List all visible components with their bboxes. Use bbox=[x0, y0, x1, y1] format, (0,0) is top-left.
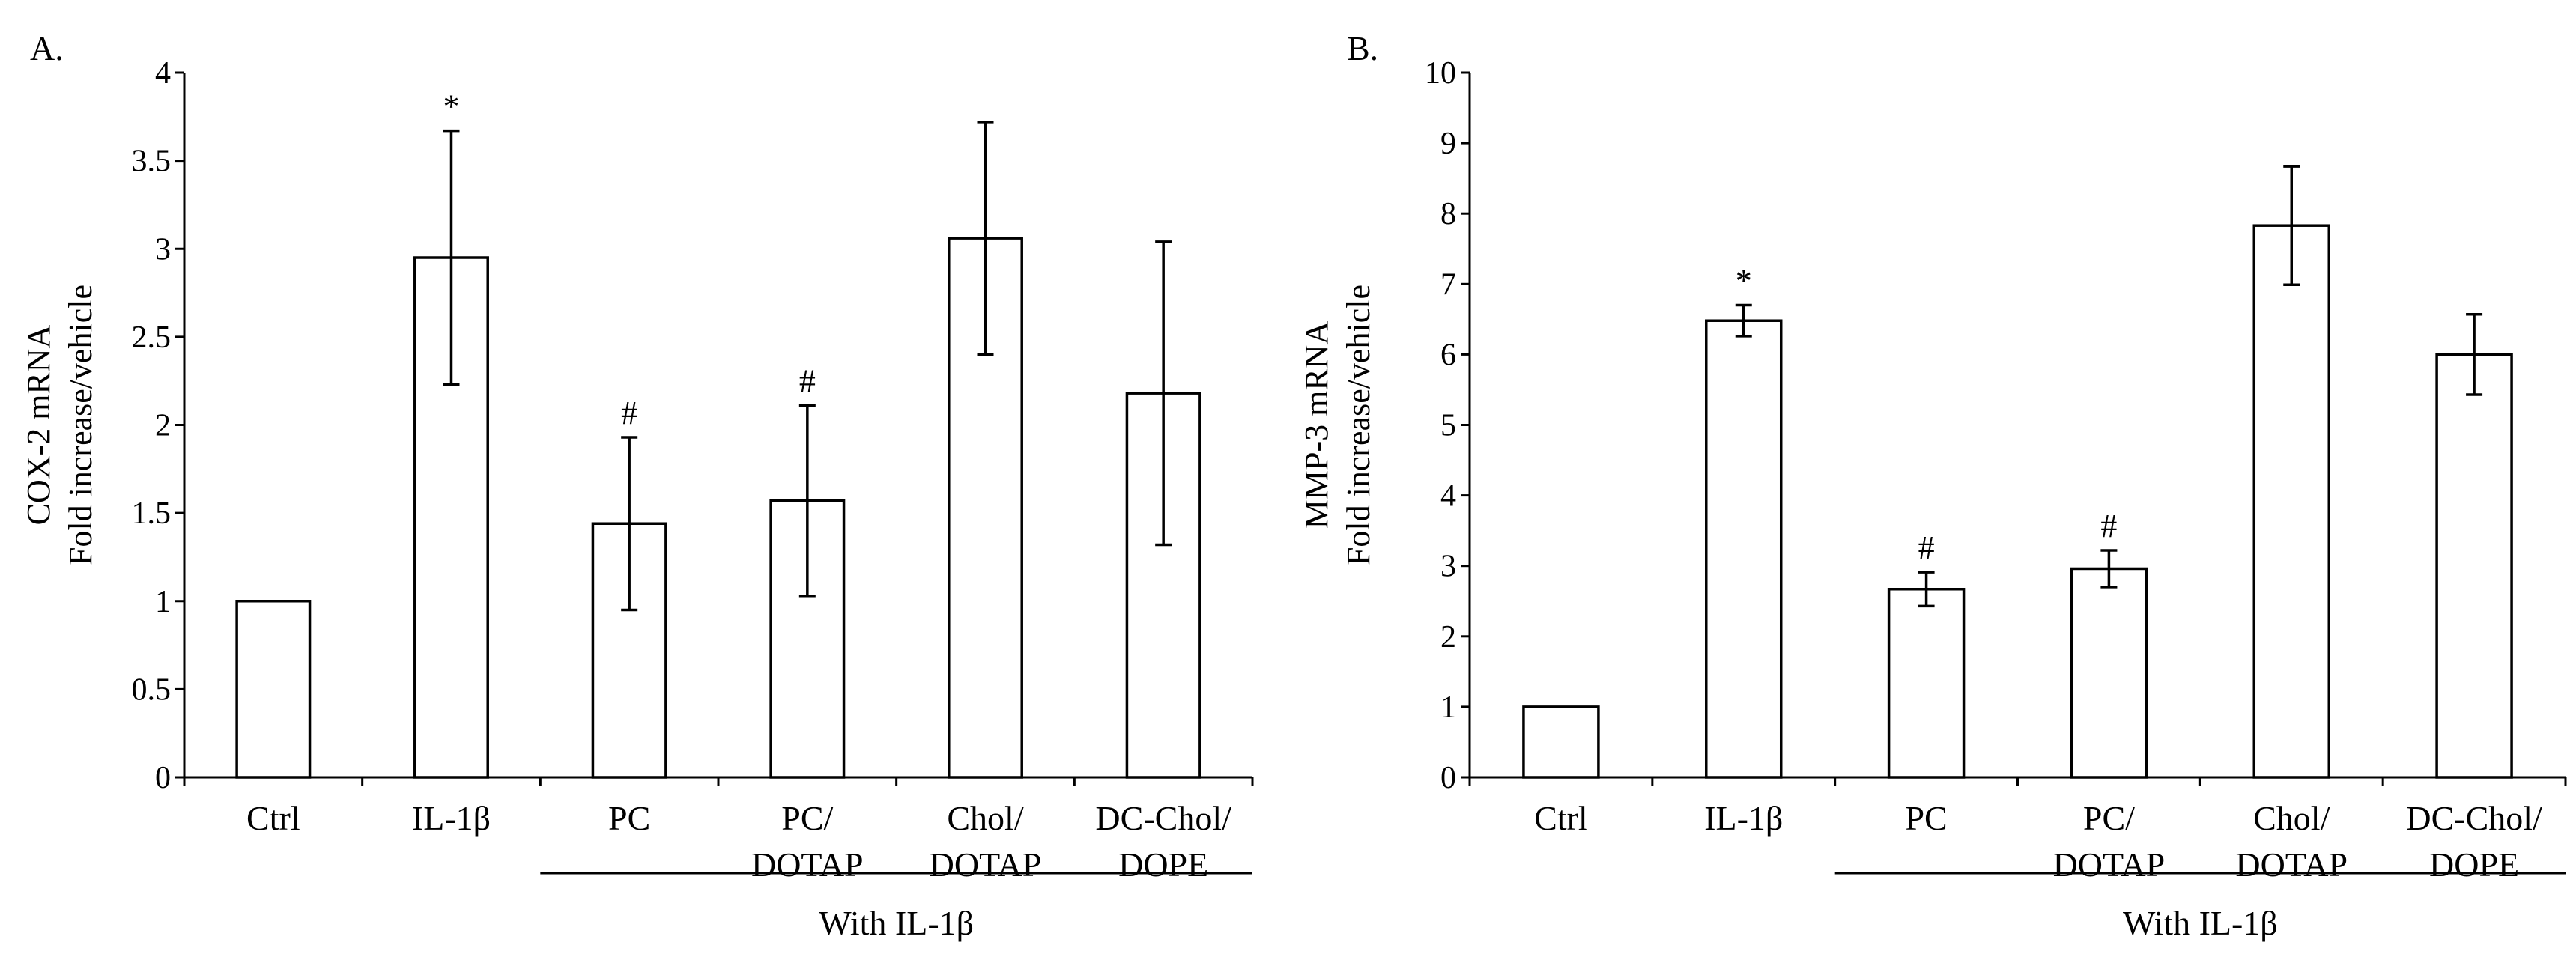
x-category-label: IL-1β bbox=[412, 799, 491, 837]
significance-marker-3: # bbox=[2100, 508, 2117, 544]
bar-1 bbox=[1705, 319, 1783, 779]
y-tick-label: 0.5 bbox=[132, 672, 172, 707]
bar-0 bbox=[235, 600, 312, 779]
x-category-label: Ctrl bbox=[1534, 799, 1588, 837]
y-tick-label: 3.5 bbox=[132, 145, 172, 179]
y-tick-label: 4 bbox=[155, 56, 171, 91]
x-category-label: PC/ bbox=[781, 799, 833, 837]
y-tick-label: 7 bbox=[1440, 267, 1456, 302]
y-tick-label: 2.5 bbox=[132, 321, 172, 355]
y-axis-label-line: COX-2 mRNA bbox=[20, 324, 57, 525]
y-tick-label: 8 bbox=[1440, 197, 1456, 231]
y-tick-label: 9 bbox=[1440, 127, 1456, 161]
y-tick-label: 0 bbox=[155, 761, 171, 795]
bar-0 bbox=[1522, 705, 1600, 779]
y-tick-label: 4 bbox=[1440, 479, 1456, 514]
x-category-label: DOTAP bbox=[2053, 845, 2166, 884]
x-category-label: DOTAP bbox=[2235, 845, 2348, 884]
significance-marker-3: # bbox=[799, 363, 816, 400]
x-category-label: DOPE bbox=[2429, 845, 2519, 884]
y-tick-label: 2 bbox=[1440, 620, 1456, 654]
x-category-label: Chol/ bbox=[947, 799, 1023, 837]
y-tick-label: 1 bbox=[155, 585, 171, 619]
significance-marker-2: # bbox=[621, 395, 637, 431]
y-axis-label-line: Fold increase/vehicle bbox=[1340, 285, 1377, 565]
bar-5 bbox=[2435, 353, 2513, 779]
x-category-label: Ctrl bbox=[246, 799, 300, 837]
y-tick-label: 5 bbox=[1440, 409, 1456, 443]
chart-panel-b: B. MMP-3 mRNA Fold increase/vehicle 0 1 2 3 4 5 6… bbox=[1298, 29, 2567, 942]
y-tick-label: 1.5 bbox=[132, 496, 172, 531]
chart-panel-a: A. COX-2 mRNA Fold increase/vehicle 0 0.5 1 1.… bbox=[20, 29, 1254, 942]
x-category-label: PC bbox=[608, 799, 650, 837]
significance-marker-1: * bbox=[1736, 263, 1752, 300]
panel-label: B. bbox=[1347, 29, 1378, 67]
y-tick-label: 1 bbox=[1440, 690, 1456, 725]
bar-2 bbox=[1887, 588, 1966, 779]
y-tick-label: 0 bbox=[1440, 761, 1456, 795]
x-category-label: DOTAP bbox=[751, 845, 864, 884]
bar-3 bbox=[2070, 567, 2148, 779]
y-axis-label-line: MMP-3 mRNA bbox=[1298, 321, 1335, 529]
group-label: With IL-1β bbox=[2123, 904, 2278, 942]
x-category-label: DOPE bbox=[1118, 845, 1208, 884]
y-tick-label: 6 bbox=[1440, 338, 1456, 372]
x-category-label: DC-Chol/ bbox=[1095, 799, 1231, 837]
y-tick-label: 3 bbox=[155, 232, 171, 267]
y-tick-label: 10 bbox=[1425, 56, 1456, 91]
y-tick-label: 3 bbox=[1440, 550, 1456, 584]
panel-label: A. bbox=[30, 29, 64, 67]
x-category-label: Chol/ bbox=[2253, 799, 2330, 837]
x-category-label: PC/ bbox=[2083, 799, 2135, 837]
bar-4 bbox=[2252, 224, 2330, 779]
x-category-label: DOTAP bbox=[930, 845, 1042, 884]
x-category-label: DC-Chol/ bbox=[2406, 799, 2542, 837]
group-label: With IL-1β bbox=[819, 904, 974, 942]
y-tick-label: 2 bbox=[155, 409, 171, 443]
significance-marker-2: # bbox=[1918, 529, 1935, 566]
significance-marker-1: * bbox=[443, 88, 460, 125]
x-category-label: PC bbox=[1905, 799, 1947, 837]
y-axis-label-line: Fold increase/vehicle bbox=[62, 285, 99, 565]
x-category-label: IL-1β bbox=[1704, 799, 1783, 837]
